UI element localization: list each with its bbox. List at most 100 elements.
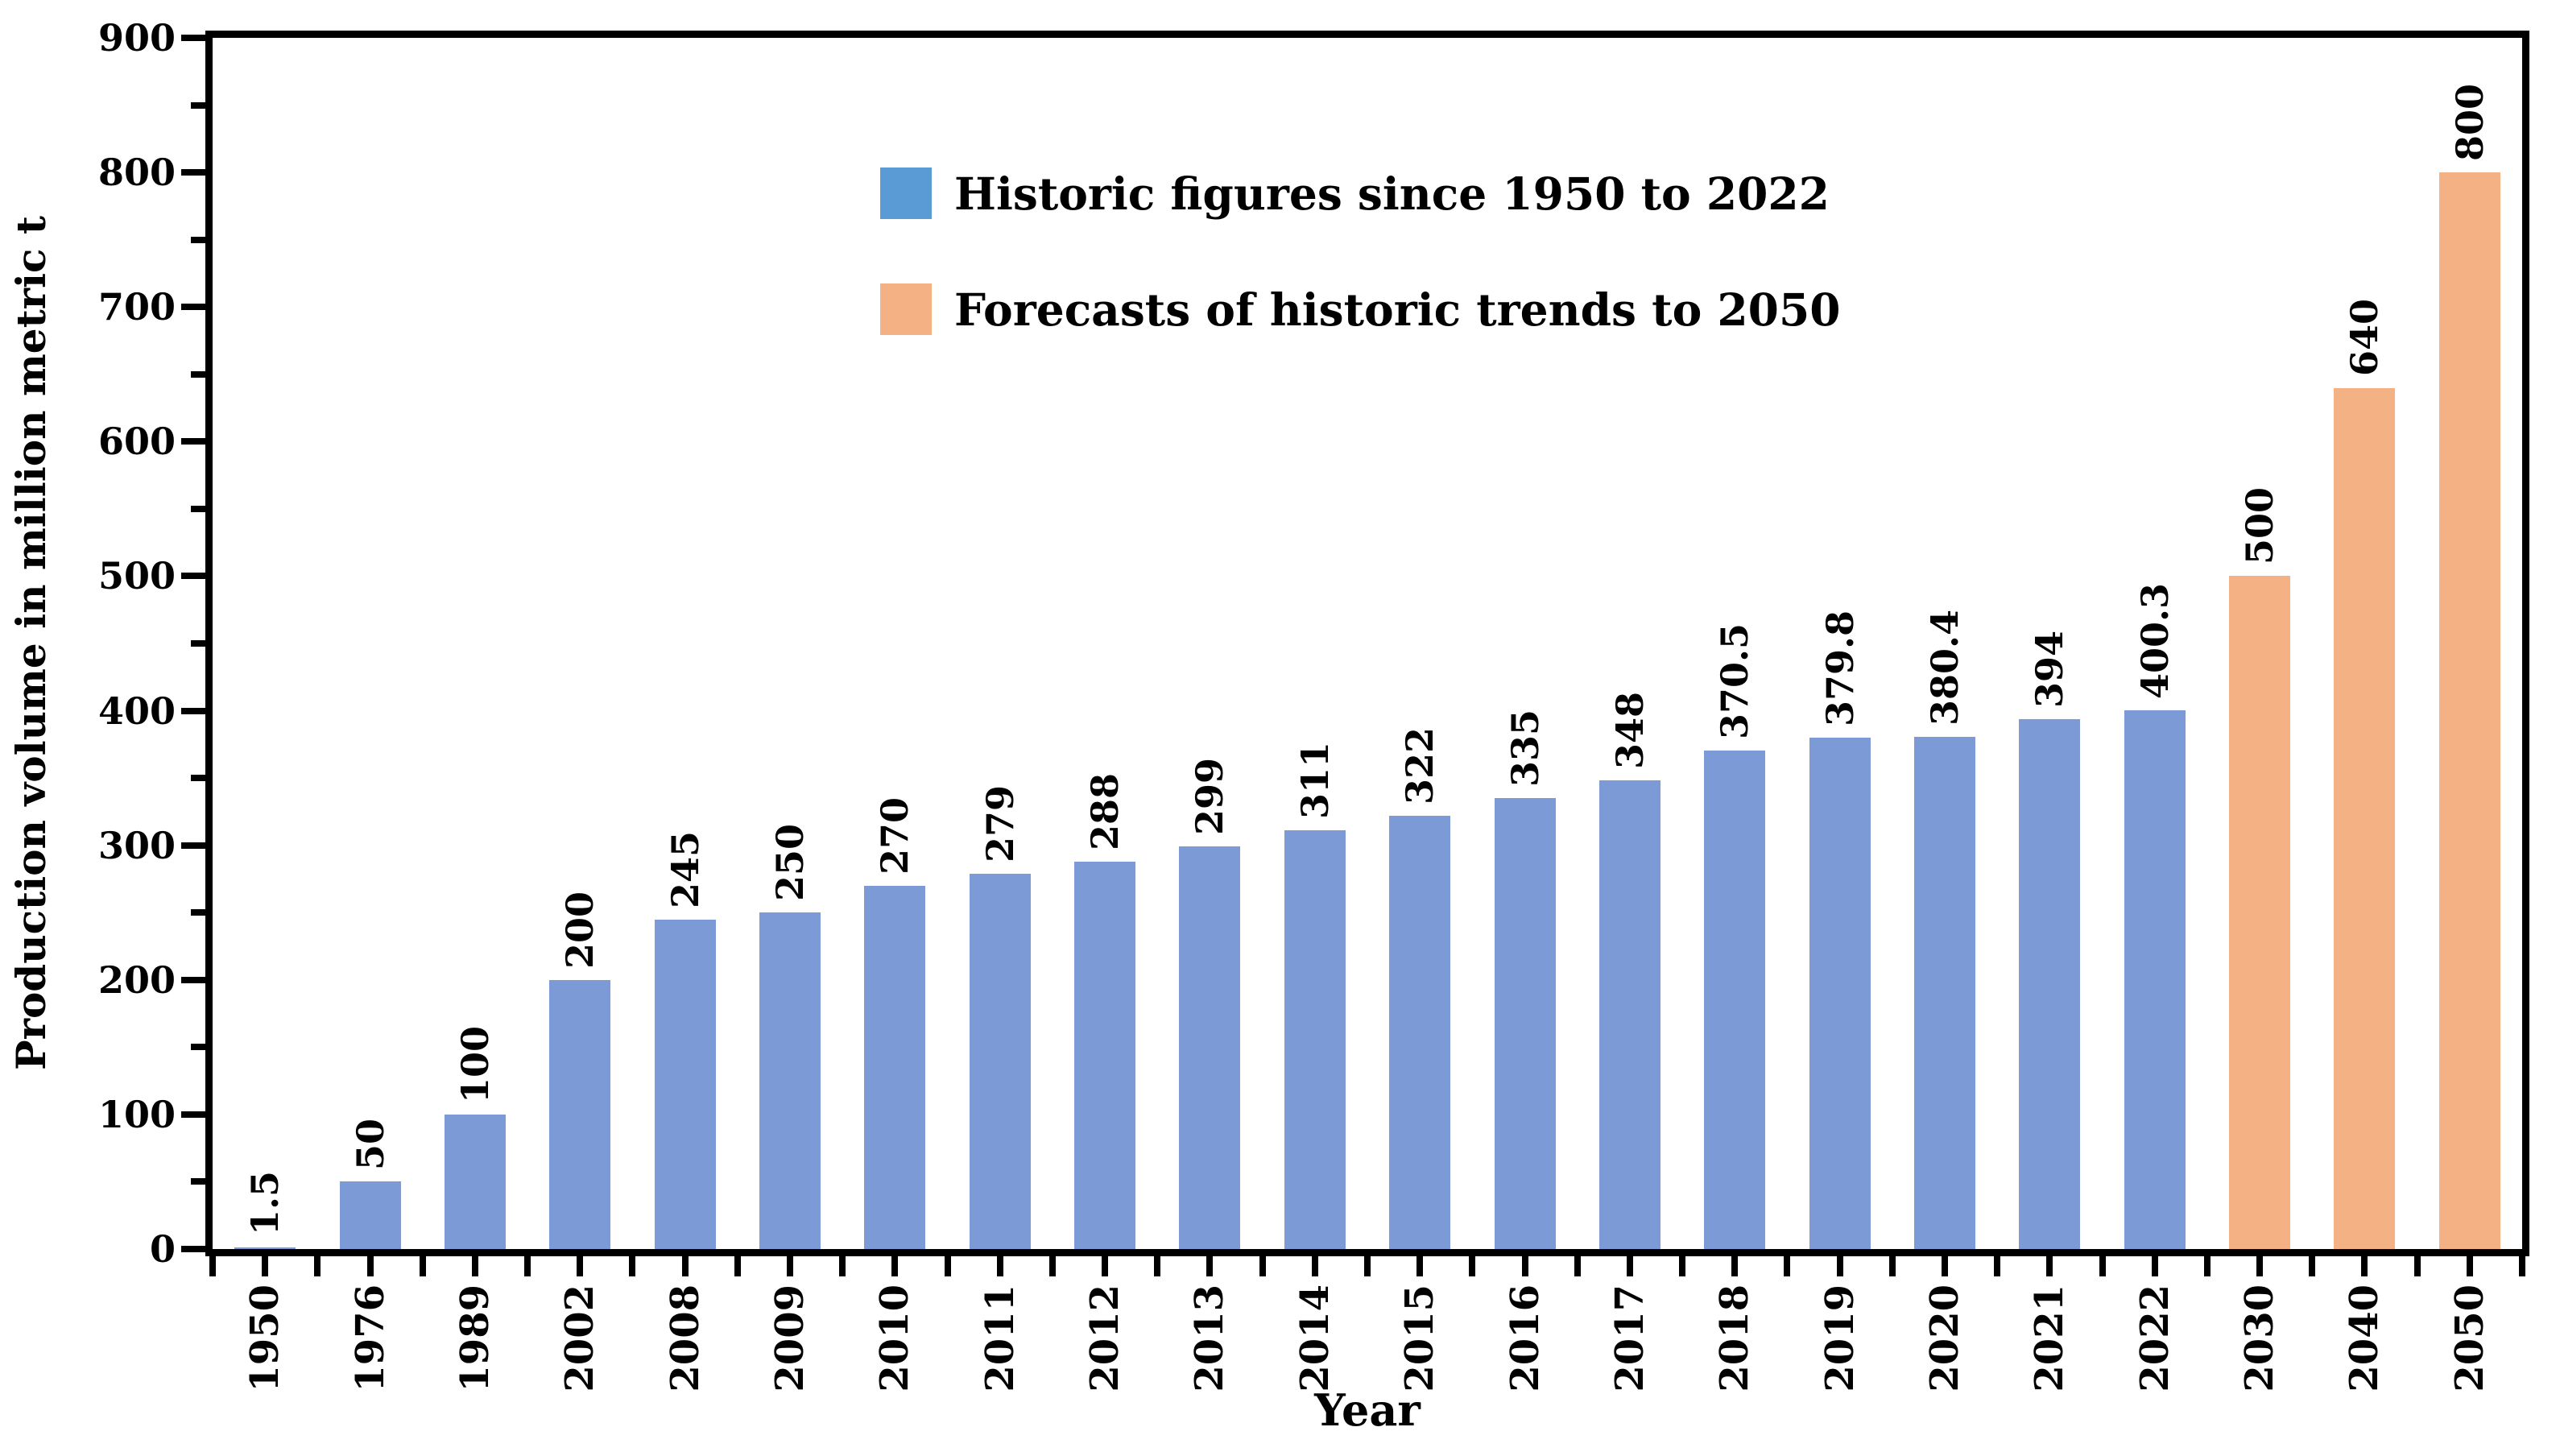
bar-value-label-2020: 380.4 xyxy=(1923,610,1967,726)
bar-2011 xyxy=(969,873,1031,1249)
x-axis-tick xyxy=(891,1256,899,1276)
bar-2013 xyxy=(1179,846,1241,1249)
bar-value-label-2011: 279 xyxy=(978,784,1022,862)
bar-2009 xyxy=(759,912,821,1249)
x-axis-tick xyxy=(996,1256,1003,1276)
bar-2019 xyxy=(1809,738,1871,1249)
bar-value-label-2010: 270 xyxy=(873,796,917,875)
bar-value-label-2015: 322 xyxy=(1398,726,1442,805)
x-axis-tick xyxy=(2099,1256,2106,1276)
x-axis-tick xyxy=(577,1256,584,1276)
y-axis-minor-tick xyxy=(191,909,205,916)
legend-item-forecast: Forecasts of historic trends to 2050 xyxy=(880,283,1840,336)
bar-2040 xyxy=(2334,387,2396,1249)
bar-value-label-1976: 50 xyxy=(348,1119,392,1171)
x-axis-tick-label-1950: 1950 xyxy=(242,1284,288,1392)
x-axis-tick xyxy=(1521,1256,1528,1276)
x-axis-tick xyxy=(2361,1256,2368,1276)
y-axis-major-tick xyxy=(181,842,205,849)
x-axis-tick xyxy=(314,1256,321,1276)
x-axis-tick-label-2015: 2015 xyxy=(1397,1284,1443,1392)
x-axis-tick-label-2020: 2020 xyxy=(1922,1284,1967,1392)
y-axis-minor-tick xyxy=(191,1044,205,1051)
y-axis-minor-tick xyxy=(191,101,205,109)
bar-value-label-2012: 288 xyxy=(1083,772,1127,850)
y-axis-tick-label: 400 xyxy=(97,689,176,733)
x-axis-tick-label-2022: 2022 xyxy=(2132,1284,2177,1392)
x-axis-tick-label-2009: 2009 xyxy=(767,1284,813,1392)
y-axis-tick-label: 100 xyxy=(97,1092,176,1136)
bar-2017 xyxy=(1598,780,1660,1249)
x-axis-tick xyxy=(2151,1256,2158,1276)
x-axis-tick-label-2002: 2002 xyxy=(557,1284,603,1392)
y-axis-minor-tick xyxy=(191,775,205,782)
x-axis-tick-label-2014: 2014 xyxy=(1292,1284,1338,1392)
bar-2018 xyxy=(1704,750,1766,1249)
y-axis-tick-label: 700 xyxy=(97,285,176,329)
bar-value-label-2008: 245 xyxy=(663,830,707,908)
x-axis-tick xyxy=(471,1256,478,1276)
y-axis-major-tick xyxy=(181,707,205,714)
x-axis-tick xyxy=(1311,1256,1318,1276)
bar-2015 xyxy=(1389,815,1451,1249)
bar-value-label-1950: 1.5 xyxy=(243,1171,287,1236)
y-axis-tick-label: 300 xyxy=(97,823,176,867)
x-axis-tick xyxy=(787,1256,793,1276)
x-axis-tick-label-2017: 2017 xyxy=(1607,1284,1652,1392)
bar-value-label-2013: 299 xyxy=(1188,758,1232,836)
bar-value-label-2040: 640 xyxy=(2343,299,2387,377)
x-axis-tick xyxy=(944,1256,951,1276)
y-axis-major-tick xyxy=(181,573,205,580)
bar-2012 xyxy=(1074,861,1136,1249)
bar-value-label-2009: 250 xyxy=(768,824,812,902)
x-axis-tick-label-2012: 2012 xyxy=(1082,1284,1128,1392)
bar-2010 xyxy=(864,885,926,1249)
x-axis-tick-label-1976: 1976 xyxy=(347,1284,393,1392)
x-axis-tick xyxy=(1994,1256,2001,1276)
bar-2008 xyxy=(654,919,716,1249)
x-axis-tick xyxy=(1942,1256,1948,1276)
bar-2014 xyxy=(1284,830,1346,1249)
x-axis-tick xyxy=(2413,1256,2421,1276)
x-axis-tick xyxy=(1416,1256,1424,1276)
y-axis-tick-label: 500 xyxy=(97,554,176,598)
x-axis-tick xyxy=(629,1256,636,1276)
x-axis-tick-label-2011: 2011 xyxy=(977,1284,1023,1392)
x-axis-tick xyxy=(2203,1256,2211,1276)
y-axis-major-tick xyxy=(181,35,205,41)
y-axis-minor-tick xyxy=(191,370,205,378)
y-axis-tick-label: 600 xyxy=(97,420,176,464)
bar-2022 xyxy=(2124,710,2186,1249)
x-axis-tick-label-2040: 2040 xyxy=(2342,1284,2388,1392)
y-axis-minor-tick xyxy=(191,1178,205,1185)
x-axis-tick-label-1989: 1989 xyxy=(452,1284,498,1392)
bar-value-label-2017: 348 xyxy=(1607,692,1652,770)
y-axis-major-tick xyxy=(181,1246,205,1252)
x-axis-tick xyxy=(1836,1256,1843,1276)
x-axis-tick xyxy=(2519,1256,2525,1276)
bar-value-label-2030: 500 xyxy=(2238,487,2282,565)
bar-value-label-2014: 311 xyxy=(1292,742,1337,820)
x-axis-tick-label-2021: 2021 xyxy=(2027,1284,2073,1392)
x-axis-tick xyxy=(1574,1256,1581,1276)
x-axis-tick xyxy=(2256,1256,2264,1276)
legend-label-forecast: Forecasts of historic trends to 2050 xyxy=(954,283,1841,336)
x-axis-tick-label-2019: 2019 xyxy=(1817,1284,1863,1392)
y-axis-title: Production volume in million metric t xyxy=(7,216,55,1071)
x-axis-tick xyxy=(1888,1256,1896,1276)
bar-value-label-2022: 400.3 xyxy=(2132,583,2177,700)
x-axis-tick xyxy=(524,1256,531,1276)
x-axis-tick xyxy=(1259,1256,1266,1276)
bar-1976 xyxy=(339,1181,401,1249)
x-axis-tick xyxy=(1102,1256,1109,1276)
y-axis-minor-tick xyxy=(191,236,205,243)
x-axis-tick-label-2050: 2050 xyxy=(2446,1284,2492,1392)
x-axis-tick xyxy=(2466,1256,2473,1276)
bar-value-label-2021: 394 xyxy=(2028,630,2072,708)
y-axis-tick-label: 200 xyxy=(97,958,176,1002)
x-axis-tick xyxy=(209,1256,216,1276)
y-axis-major-tick xyxy=(181,438,205,445)
x-axis-tick-label-2018: 2018 xyxy=(1712,1284,1758,1392)
y-axis-minor-tick xyxy=(191,640,205,647)
